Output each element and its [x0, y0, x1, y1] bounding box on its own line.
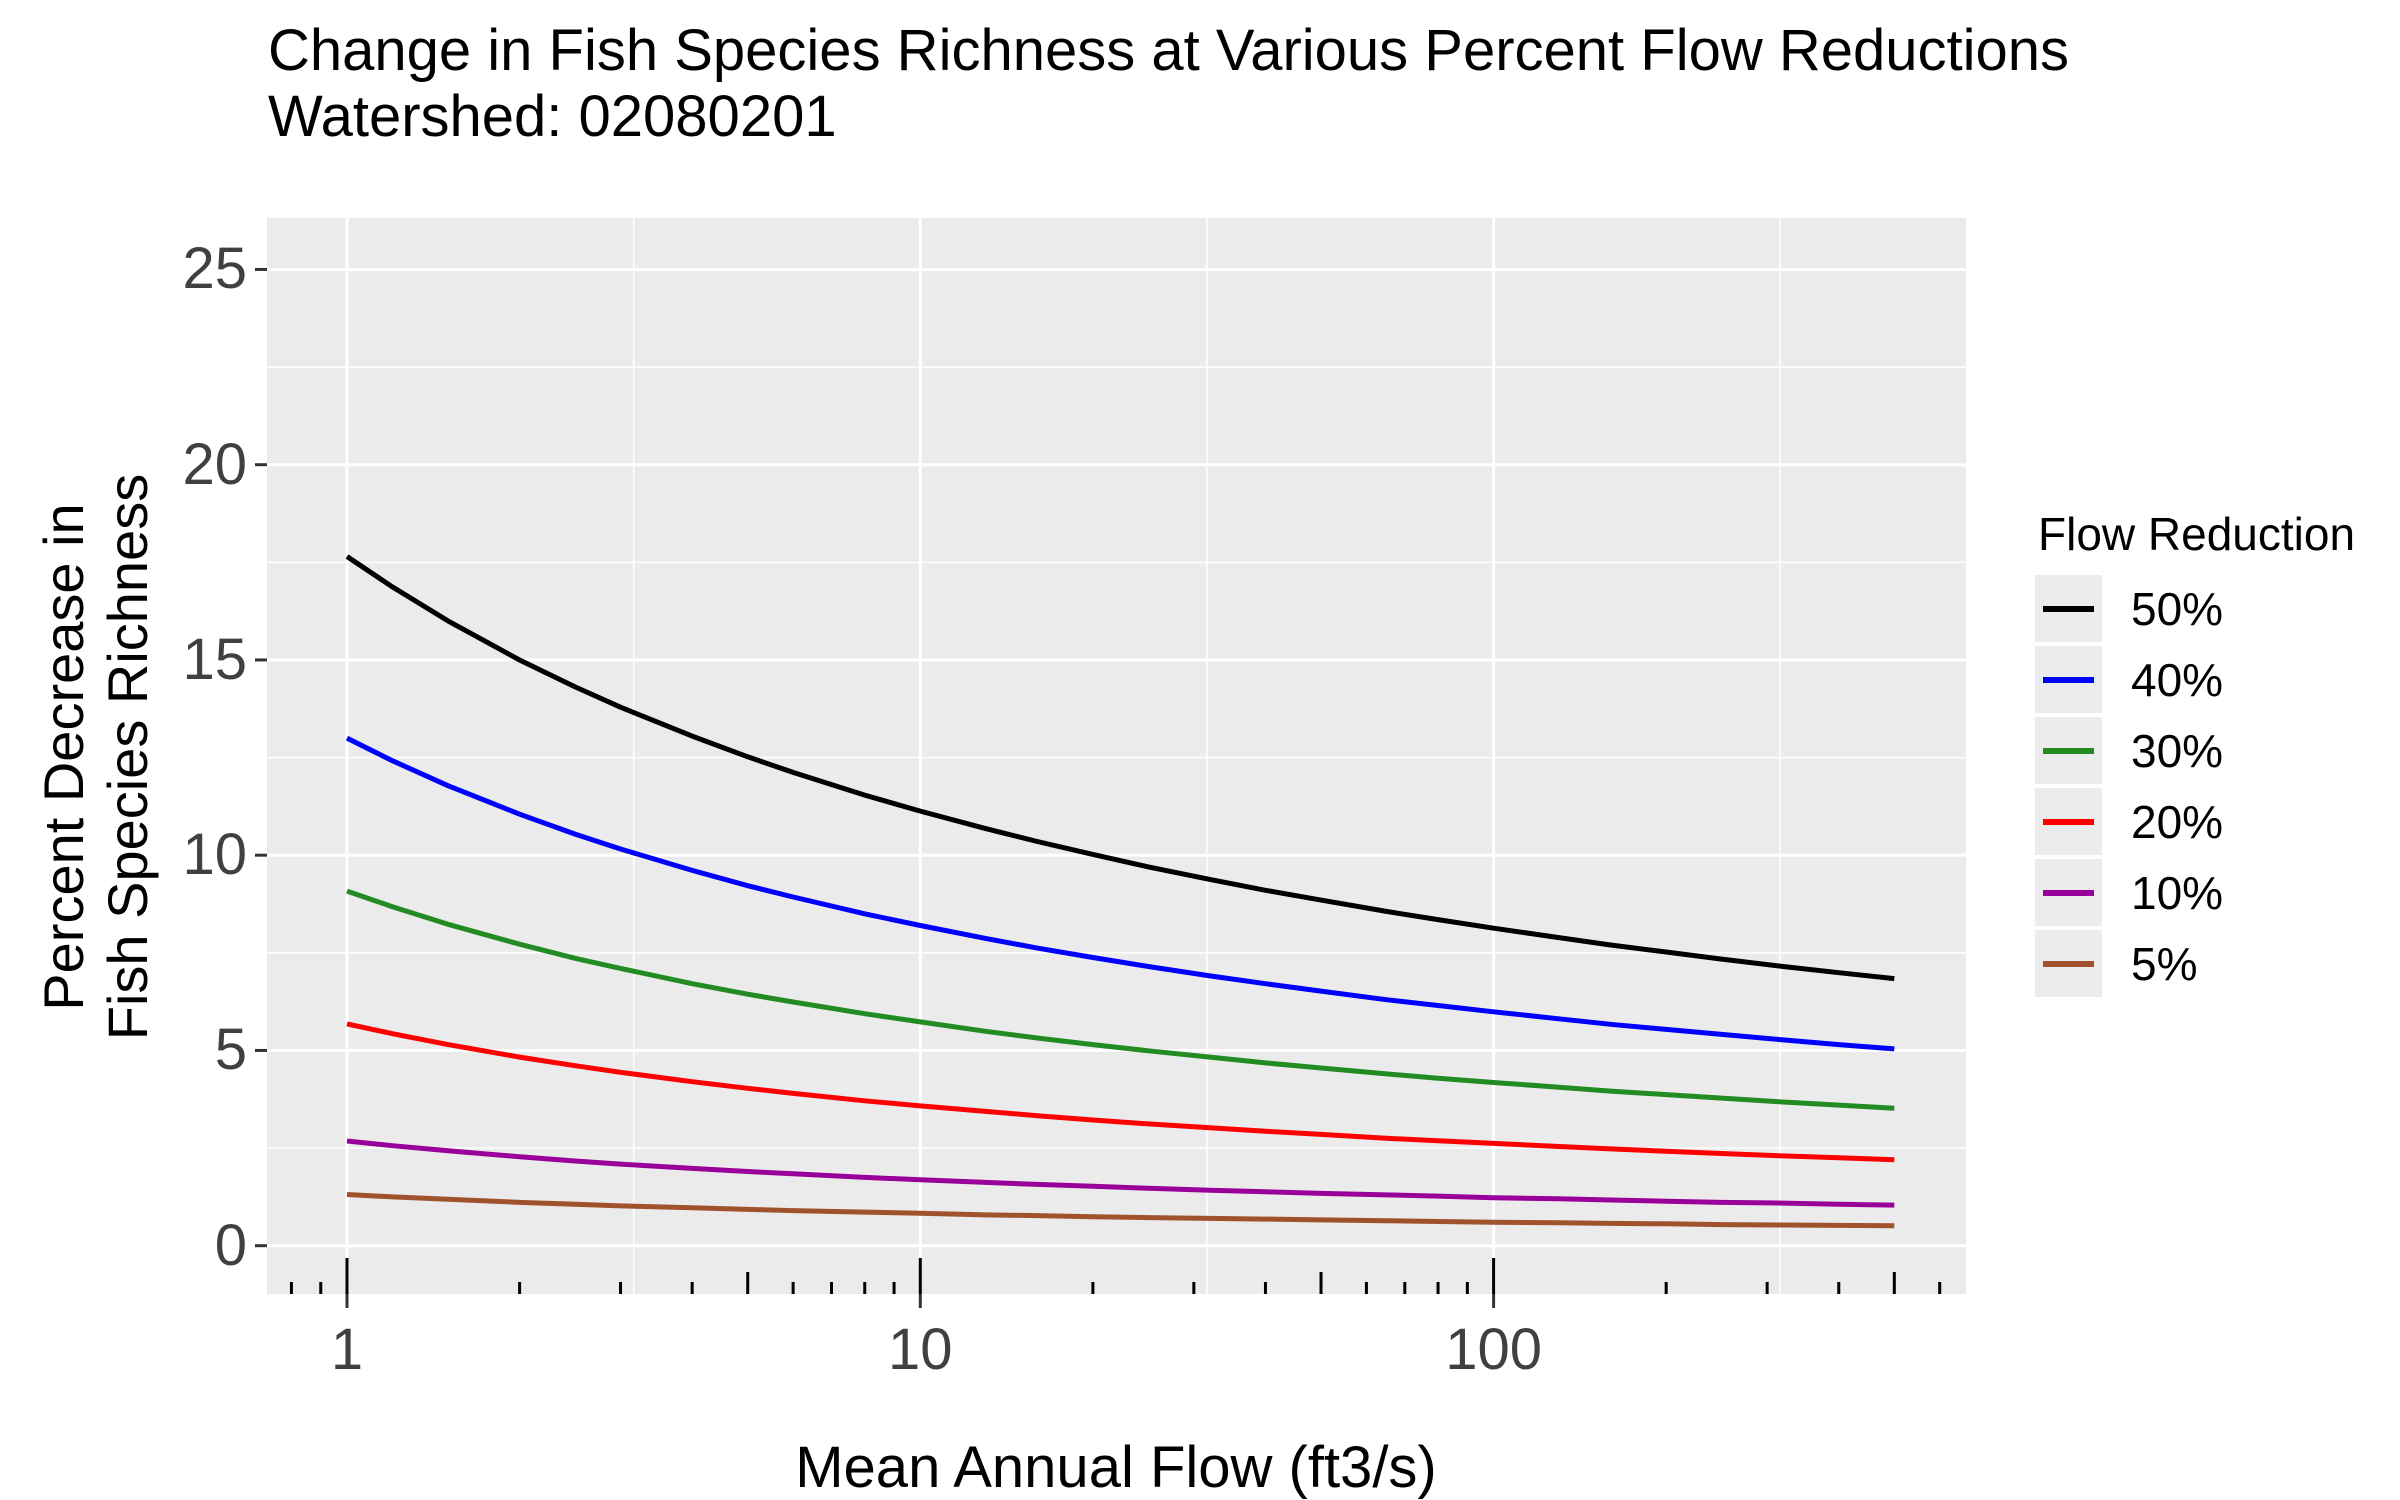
x-tick-label: 1	[330, 1317, 364, 1382]
legend-entry-label: 30%	[2131, 724, 2224, 777]
legend: Flow Reduction 50% 40% 30% 20% 10% 5%	[2035, 508, 2355, 999]
y-tick-label: 15	[182, 626, 247, 692]
y-axis-title-line1: Percent Decrease in	[32, 503, 95, 1011]
y-tick-label: 25	[182, 236, 247, 302]
legend-entry-label: 5%	[2131, 937, 2198, 990]
x-tick-label: 10	[888, 1317, 953, 1382]
series-line-5%	[346, 1192, 1895, 1229]
legend-line-icon	[2043, 818, 2094, 825]
legend-line-icon	[2043, 960, 2094, 967]
legend-entry-label: 10%	[2131, 866, 2224, 919]
series-line-10%	[346, 1138, 1895, 1208]
y-tick-label: 10	[182, 822, 247, 888]
series-line-50%	[345, 554, 1895, 982]
y-tick-label: 20	[182, 431, 247, 497]
panel-background	[267, 218, 1966, 1294]
legend-entry: 5%	[2035, 928, 2355, 999]
legend-key	[2035, 859, 2102, 926]
legend-line-icon	[2043, 676, 2094, 683]
legend-title: Flow Reduction	[2038, 508, 2356, 560]
legend-key	[2035, 717, 2102, 784]
y-axis-title-line2: Fish Species Richness	[96, 473, 159, 1041]
chart-title: Change in Fish Species Richness at Vario…	[268, 18, 2070, 83]
legend-entries: 50% 40% 30% 20% 10% 5%	[2035, 573, 2355, 999]
x-axis-title: Mean Annual Flow (ft3/s)	[795, 1435, 1437, 1500]
legend-key	[2035, 788, 2102, 855]
legend-entry: 40%	[2035, 644, 2355, 715]
legend-line-icon	[2043, 889, 2094, 896]
legend-key	[2035, 575, 2102, 642]
y-tick-label: 0	[214, 1212, 247, 1278]
series-line-20%	[346, 1021, 1895, 1163]
y-axis-title: Percent Decrease in Fish Species Richnes…	[32, 474, 160, 1040]
legend-entry-label: 40%	[2131, 653, 2224, 706]
legend-entry: 20%	[2035, 786, 2355, 857]
series-line-30%	[346, 888, 1895, 1111]
legend-entry: 10%	[2035, 857, 2355, 928]
series-line-40%	[345, 735, 1895, 1052]
legend-entry-label: 20%	[2131, 795, 2224, 848]
legend-key	[2035, 930, 2102, 997]
chart-subtitle: Watershed: 02080201	[268, 84, 837, 149]
legend-entry: 30%	[2035, 715, 2355, 786]
legend-entry: 50%	[2035, 573, 2355, 644]
y-tick-label: 5	[214, 1017, 247, 1083]
legend-entry-label: 50%	[2131, 582, 2224, 635]
legend-key	[2035, 646, 2102, 713]
legend-line-icon	[2043, 747, 2094, 754]
x-tick-label: 100	[1445, 1317, 1542, 1382]
legend-line-icon	[2043, 605, 2094, 612]
